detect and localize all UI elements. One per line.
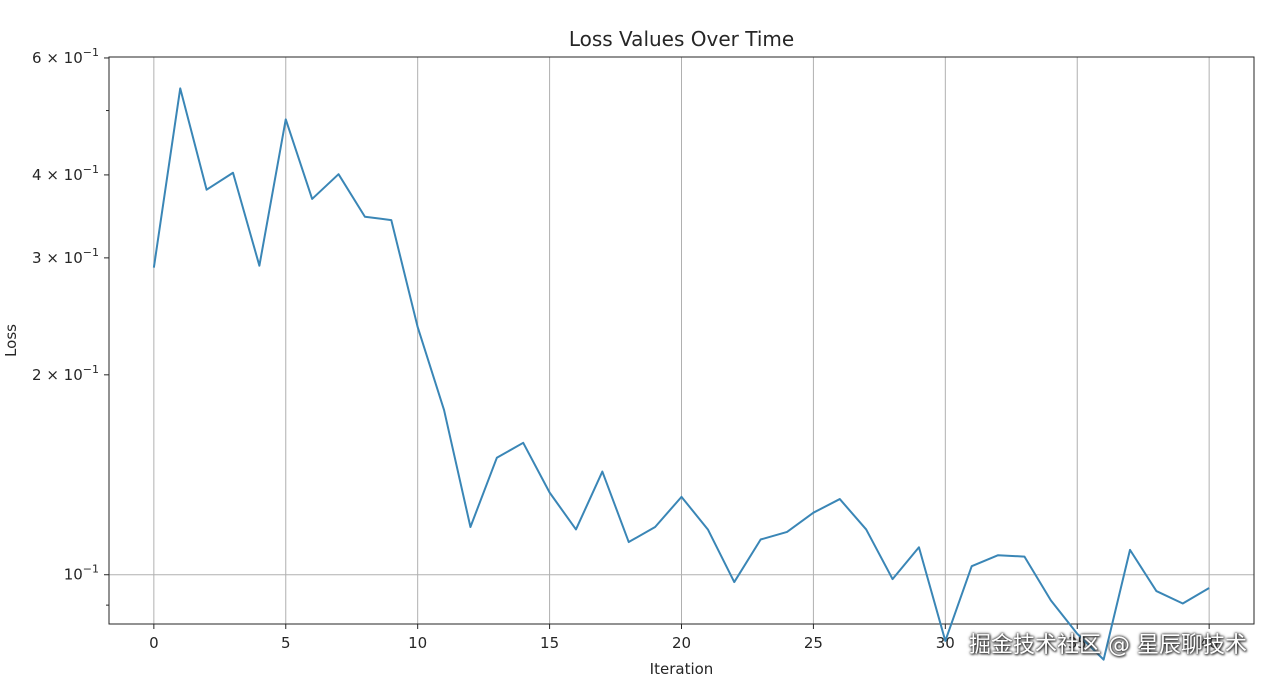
y-tick-label: 2 × 10−1 <box>32 363 99 384</box>
grid-lines <box>109 57 1254 624</box>
y-tick-label: 6 × 10−1 <box>32 46 99 67</box>
watermark-text: 掘金技术社区 @ 星辰聊技术 <box>969 633 1247 658</box>
x-tick-label: 0 <box>149 634 159 652</box>
x-tick-label: 10 <box>408 634 427 652</box>
y-axis-label: Loss <box>2 324 20 357</box>
y-tick-label: 4 × 10−1 <box>32 163 99 184</box>
chart-title: Loss Values Over Time <box>569 27 794 51</box>
x-tick-label: 5 <box>281 634 291 652</box>
x-tick-label: 40 <box>1200 634 1219 652</box>
y-tick-label: 10−1 <box>64 563 99 584</box>
x-axis-label: Iteration <box>650 660 714 678</box>
loss-series-line <box>152 87 1210 661</box>
x-tick-label: 20 <box>672 634 691 652</box>
x-tick-label: 30 <box>936 634 955 652</box>
y-tick-label: 3 × 10−1 <box>32 246 99 267</box>
x-tick-label: 25 <box>804 634 823 652</box>
x-tick-label: 15 <box>540 634 559 652</box>
